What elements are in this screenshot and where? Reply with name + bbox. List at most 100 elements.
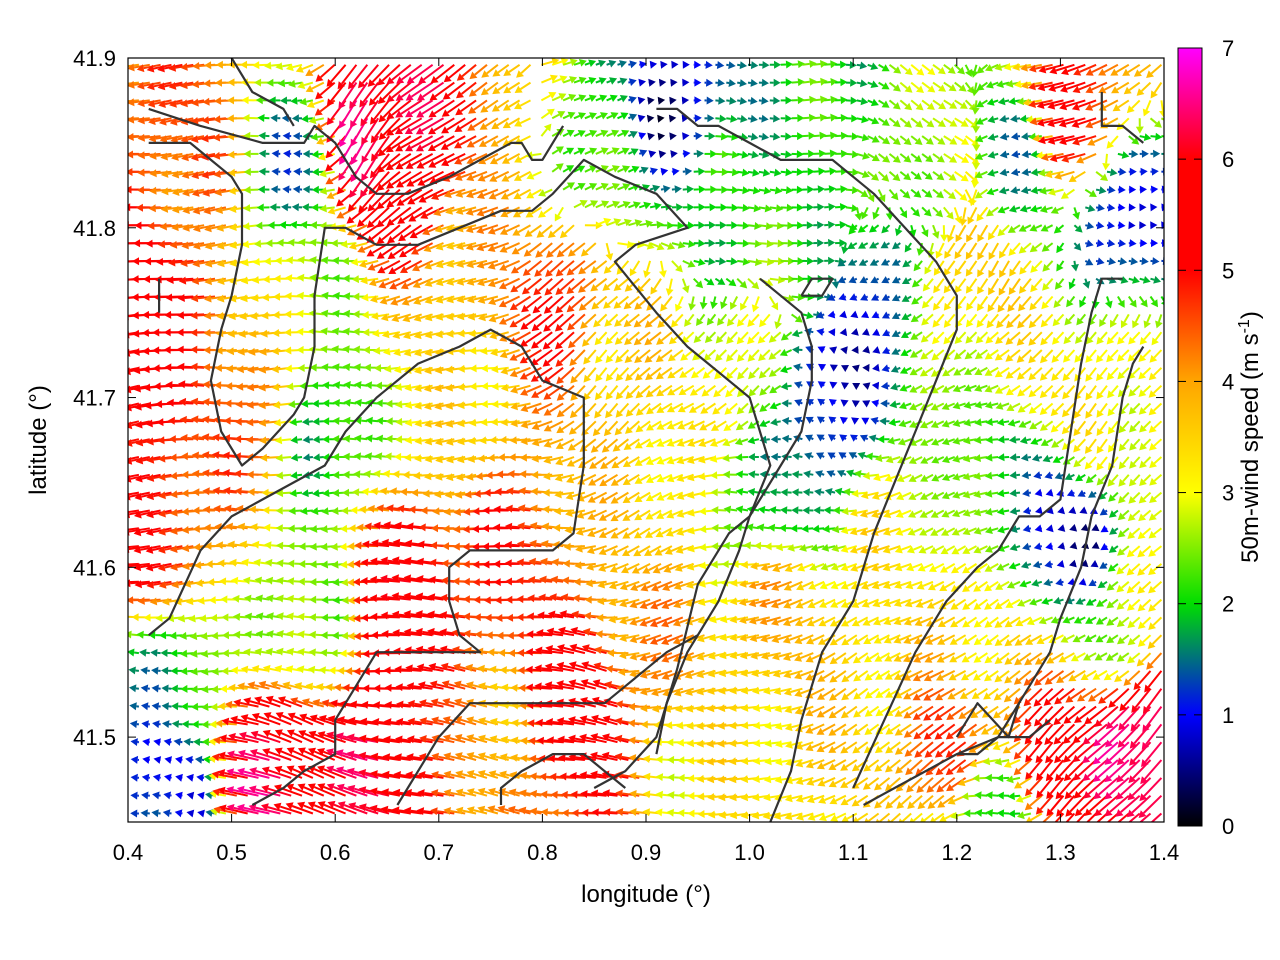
wind-arrow-head	[226, 364, 234, 373]
wind-arrow-shaft	[892, 456, 901, 461]
wind-arrow-head	[1009, 471, 1017, 480]
wind-arrow-head	[226, 768, 235, 777]
wind-arrow-shaft	[948, 473, 956, 479]
wind-arrow-head	[246, 435, 254, 444]
wind-arrow-head	[413, 471, 421, 480]
wind-arrow-head	[211, 631, 219, 640]
wind-arrow-shaft	[693, 438, 705, 445]
wind-arrow-head	[832, 506, 840, 515]
wind-arrow-shaft	[992, 812, 999, 815]
wind-arrow-head	[118, 720, 125, 728]
wind-arrow-shaft	[1111, 652, 1119, 658]
wind-arrow-head	[308, 630, 316, 639]
wind-arrow-head	[1092, 672, 1101, 680]
wind-arrow-shaft	[1142, 367, 1152, 376]
wind-arrow-head	[728, 739, 737, 748]
wind-arrow-head	[840, 526, 849, 535]
wind-arrow-head	[442, 542, 449, 551]
wind-arrow-head	[598, 547, 607, 556]
wind-arrow-head	[414, 366, 422, 375]
wind-arrow-shaft	[538, 456, 553, 460]
wind-arrow-head	[493, 578, 501, 587]
wind-arrow-shaft	[525, 366, 542, 377]
wind-arrow-head	[1064, 472, 1073, 481]
wind-arrow-head	[130, 755, 139, 764]
wind-arrow-shaft	[1153, 527, 1163, 535]
wind-arrow-head	[1006, 775, 1014, 784]
wind-arrow-head	[633, 549, 642, 557]
wind-arrow-head	[275, 489, 284, 498]
wind-arrow-head	[917, 801, 926, 810]
wind-arrow-head	[133, 563, 142, 572]
wind-arrow-head	[902, 673, 911, 681]
wind-arrow-head	[970, 710, 979, 719]
wind-arrow-head	[202, 505, 211, 514]
wind-arrow-head	[253, 558, 261, 567]
wind-arrow-head	[937, 637, 946, 645]
wind-arrow-shaft	[449, 737, 466, 744]
wind-arrow-head	[841, 619, 850, 627]
wind-arrow-head	[309, 525, 318, 533]
wind-arrow-shaft	[989, 598, 999, 607]
wind-arrow-head	[1116, 757, 1125, 766]
wind-arrow-head	[1073, 616, 1082, 624]
wind-arrow-head	[312, 489, 320, 498]
wind-arrow-head	[810, 543, 819, 552]
wind-arrow-head	[1107, 444, 1116, 453]
wind-arrow-head	[667, 388, 676, 396]
wind-arrow-head	[543, 456, 551, 464]
wind-arrow-head	[983, 692, 992, 700]
wind-arrow-head	[808, 582, 817, 590]
wind-arrow-head	[686, 473, 695, 482]
wind-arrow-head	[861, 582, 869, 590]
wind-arrow-head	[381, 788, 389, 797]
wind-arrow-shaft	[775, 402, 782, 407]
wind-arrow-head	[516, 595, 524, 604]
wind-arrow-shaft	[829, 527, 836, 530]
wind-arrow-head	[300, 399, 309, 408]
wind-arrow-head	[698, 507, 707, 516]
wind-arrow-head	[890, 382, 898, 391]
wind-arrow-head	[504, 540, 512, 549]
wind-arrow-head	[452, 542, 460, 551]
wind-arrow-head	[152, 773, 161, 782]
wind-arrow-head	[841, 507, 849, 516]
wind-arrow-shaft	[376, 578, 400, 583]
wind-arrow-head	[221, 667, 229, 676]
wind-arrow-shaft	[1132, 759, 1152, 779]
wind-arrow-head	[562, 559, 570, 568]
wind-arrow-head	[171, 702, 179, 711]
wind-arrow-head	[1036, 790, 1044, 799]
wind-arrow-head	[829, 797, 838, 805]
wind-arrow-head	[241, 558, 249, 567]
wind-arrow-head	[769, 402, 778, 410]
wind-arrow-shaft	[890, 473, 901, 480]
wind-arrow-head	[321, 363, 329, 372]
wind-arrow-head	[907, 801, 916, 809]
wind-arrow-shaft	[639, 367, 651, 377]
wind-arrow-shaft	[369, 543, 390, 548]
wind-arrow-head	[724, 407, 733, 415]
wind-arrow-head	[555, 457, 564, 466]
wind-arrow-head	[178, 397, 187, 406]
wind-arrow-head	[540, 557, 548, 566]
wind-arrow-head	[735, 453, 743, 462]
wind-arrow-shaft	[856, 777, 869, 786]
wind-arrow-head	[136, 630, 144, 639]
wind-arrow-head	[509, 436, 517, 445]
wind-arrow-shaft	[989, 634, 999, 643]
wind-arrow-head	[969, 759, 977, 768]
wind-arrow-head	[962, 472, 971, 481]
wind-arrow-shaft	[1055, 367, 1065, 377]
wind-arrow-head	[702, 371, 711, 379]
wind-arrow-shaft	[354, 805, 379, 815]
wind-arrow-head	[557, 644, 565, 652]
wind-arrow-head	[1032, 560, 1041, 569]
wind-arrow-head	[1105, 739, 1113, 748]
wind-arrow-head	[1002, 746, 1011, 754]
wind-arrow-shaft	[582, 491, 597, 499]
wind-arrow-head	[1040, 438, 1049, 446]
wind-arrow-shaft	[224, 754, 248, 761]
wind-arrow-head	[119, 774, 126, 782]
wind-arrow-shaft	[937, 473, 945, 479]
